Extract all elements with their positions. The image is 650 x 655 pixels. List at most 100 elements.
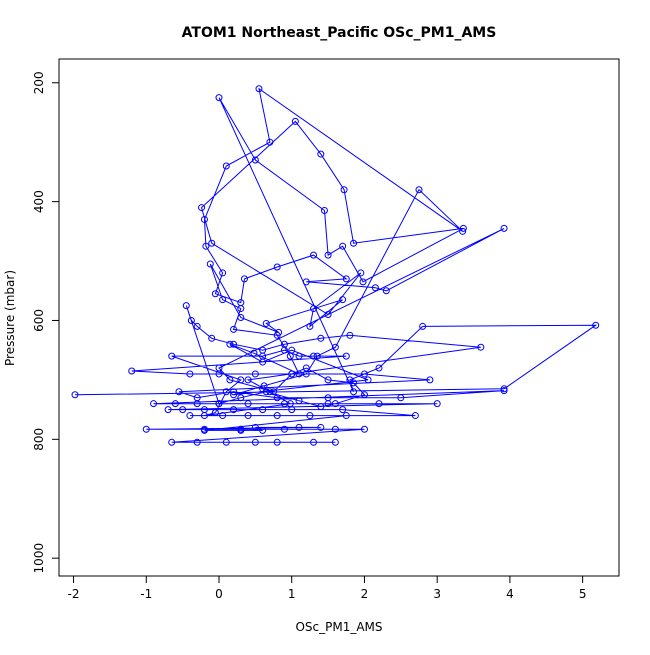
data-point — [500, 387, 508, 395]
data-point — [244, 412, 252, 420]
data-point — [359, 278, 367, 286]
data-point — [230, 391, 238, 399]
data-point — [168, 438, 176, 446]
data-point — [310, 438, 318, 446]
data-point — [273, 331, 281, 339]
data-point — [71, 391, 79, 399]
data-point — [240, 275, 248, 283]
data-point — [382, 287, 390, 295]
x-tick-label: 2 — [361, 587, 369, 601]
y-tick-label: 800 — [32, 428, 46, 451]
data-point — [350, 379, 358, 387]
data-point — [360, 391, 368, 399]
data-point — [142, 425, 150, 433]
data-point — [182, 302, 190, 310]
data-point — [186, 370, 194, 378]
data-point — [171, 400, 179, 408]
data-point — [222, 162, 230, 170]
data-point — [397, 394, 405, 402]
data-point — [288, 370, 296, 378]
data-point — [331, 343, 339, 351]
data-point — [324, 251, 332, 259]
data-point — [331, 438, 339, 446]
data-point — [324, 376, 332, 384]
y-axis: 200 400 600 800 1000 — [32, 71, 60, 574]
data-point — [230, 340, 238, 348]
data-point — [360, 425, 368, 433]
data-point — [342, 412, 350, 420]
data-point — [206, 260, 214, 268]
data-point — [164, 406, 172, 414]
data-point — [331, 400, 339, 408]
data-point — [310, 251, 318, 259]
data-point — [202, 242, 210, 250]
data-point — [273, 263, 281, 271]
data-point — [222, 388, 230, 396]
data-point — [280, 400, 288, 408]
data-point — [302, 278, 310, 286]
data-point — [288, 346, 296, 354]
data-point — [215, 400, 223, 408]
data-point — [215, 94, 223, 102]
data-point — [259, 406, 267, 414]
data-point — [211, 409, 219, 417]
data-point — [346, 331, 354, 339]
data-point — [128, 367, 136, 375]
data-point — [266, 388, 274, 396]
data-point — [302, 364, 310, 372]
data-point — [244, 376, 252, 384]
data-point — [273, 412, 281, 420]
data-point — [295, 423, 303, 431]
data-point — [317, 334, 325, 342]
y-tick-label: 200 — [32, 71, 46, 94]
data-point — [357, 269, 365, 277]
data-point — [295, 352, 303, 360]
data-point — [317, 150, 325, 158]
data-point — [500, 224, 508, 232]
data-point — [306, 412, 314, 420]
data-point — [342, 275, 350, 283]
data-point — [219, 296, 227, 304]
data-point — [208, 334, 216, 342]
y-tick-label: 1000 — [32, 543, 46, 574]
data-point — [200, 425, 208, 433]
x-tick-label: 5 — [579, 587, 587, 601]
data-point — [237, 376, 245, 384]
data-point — [310, 305, 318, 313]
data-point — [339, 406, 347, 414]
data-point — [317, 423, 325, 431]
data-point — [219, 269, 227, 277]
data-point — [187, 316, 195, 324]
data-point — [324, 400, 332, 408]
data-point — [251, 370, 259, 378]
data-point — [198, 204, 206, 212]
y-tick-label: 400 — [32, 190, 46, 213]
x-axis: -2 -1 0 1 2 3 4 5 — [68, 575, 587, 601]
data-point — [208, 239, 216, 247]
data-point — [168, 352, 176, 360]
data-point — [259, 426, 267, 434]
data-point — [320, 207, 328, 215]
data-point — [350, 239, 358, 247]
x-tick-label: 1 — [288, 587, 296, 601]
data-point — [371, 284, 379, 292]
data-point — [411, 412, 419, 420]
data-point — [295, 370, 303, 378]
data-point — [340, 186, 348, 194]
data-point — [215, 370, 223, 378]
data-point — [259, 352, 267, 360]
data-point — [179, 406, 187, 414]
data-point — [200, 406, 208, 414]
data-point — [200, 215, 208, 223]
data-point — [251, 156, 259, 164]
data-point — [270, 388, 278, 396]
data-point — [477, 343, 485, 351]
data-point — [251, 423, 259, 431]
data-point — [230, 406, 238, 414]
data-point — [193, 438, 201, 446]
data-point — [415, 186, 423, 194]
data-point — [364, 376, 372, 384]
data-point — [226, 340, 234, 348]
data-point — [317, 403, 325, 411]
